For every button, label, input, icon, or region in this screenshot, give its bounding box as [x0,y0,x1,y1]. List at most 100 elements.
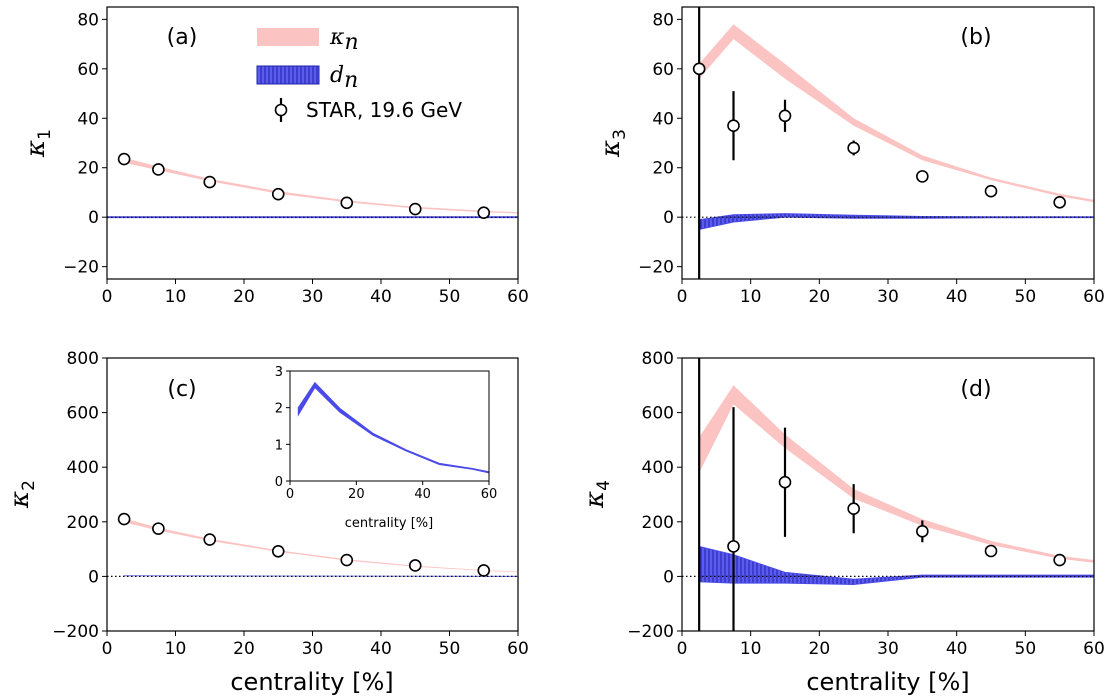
panel-c-xticks: 0 10 20 30 40 50 60 [102,631,529,659]
legend-kappa-swatch [257,28,319,46]
panel-c-star-point [408,559,422,572]
star-marker [477,564,491,577]
y-tick-label: −20 [63,258,99,278]
y-tick-label: 800 [642,349,674,369]
panel-b-d-band [698,213,1094,230]
x-tick-label: 60 [1083,639,1105,659]
x-tick-label: 30 [877,287,899,307]
x-tick-label: 20 [233,639,255,659]
inset-x-tick-label: 60 [481,487,498,502]
x-tick-label: 30 [302,287,324,307]
x-tick-label: 10 [740,287,762,307]
panel-d-star-point [847,484,860,534]
star-marker [271,187,285,201]
y-tick-label: −200 [52,622,99,642]
star-marker [1053,196,1066,209]
panel-c-label: (c) [167,377,196,402]
x-tick-label: 20 [809,287,831,307]
star-marker [117,152,131,166]
star-marker [152,163,165,176]
y-tick-label: 0 [663,567,674,587]
star-marker [847,502,860,515]
star-marker [203,533,217,546]
panel-c-star-point [203,533,217,546]
panel-b-star-point [778,99,792,132]
star-marker [408,202,422,216]
inset-background [290,371,489,481]
x-tick-label: 0 [102,287,113,307]
x-tick-label: 20 [809,639,831,659]
panel-d-star-point [984,544,998,558]
x-tick-label: 60 [507,287,529,307]
x-tick-label: 40 [946,287,968,307]
panel-a-yticks: −20 0 20 40 60 80 [63,10,107,278]
y-tick-label: 40 [652,109,674,129]
y-tick-label: −200 [627,622,674,642]
panel-c-xlabel: centrality [%] [230,668,393,696]
panel-a-star-point [477,206,491,220]
x-tick-label: 10 [165,639,187,659]
panel-d-ylabel: κ4 [580,480,614,509]
x-tick-label: 40 [946,639,968,659]
panel-c-ylabel: κ2 [5,480,39,509]
panel-a-kappa-band [124,157,518,214]
panel-b-star-point [984,184,998,198]
panel-a-plot-area [107,152,518,220]
panel-d-yticks: −200 0 200 400 600 800 [627,349,682,642]
panel-b-star-point [847,140,860,156]
x-tick-label: 60 [1083,287,1105,307]
star-marker [727,540,740,553]
panel-b-star-point [916,170,929,183]
y-tick-label: 60 [652,60,674,80]
panel-b-star-point [1053,196,1066,209]
x-tick-label: 0 [677,639,688,659]
legend: κn dn STAR, 19.6 GeV [256,25,462,122]
y-tick-label: 0 [88,567,99,587]
x-tick-label: 10 [740,639,762,659]
x-tick-label: 40 [370,639,392,659]
star-marker [117,512,131,526]
panel-d-plot-area [682,358,1094,631]
inset-xticks: 0 20 40 60 [286,481,497,502]
y-tick-label: 0 [88,208,99,228]
star-marker [778,475,792,489]
panel-a-ylabel: κ1 [21,129,55,158]
star-marker [692,62,706,76]
star-marker [152,522,165,535]
panel-d-xlabel: centrality [%] [806,668,969,696]
panel-c-kappa-band [124,518,518,573]
legend-star-marker [274,103,288,117]
y-tick-label: 20 [652,159,674,179]
panel-d-star-points [698,358,1066,631]
panel-c-plot-area [107,512,518,578]
panel-a-xticks: 0 10 20 30 40 50 60 [102,279,529,307]
panel-b-label: (b) [960,25,991,50]
panel-d-star-point [698,358,701,631]
y-tick-label: −20 [638,258,674,278]
star-marker [340,196,354,210]
inset-y-tick-label: 2 [275,402,283,417]
star-marker [778,109,792,123]
panel-b-star-point [727,91,740,161]
x-tick-label: 50 [1015,639,1037,659]
y-tick-label: 20 [77,159,99,179]
panel-d-star-point [1053,553,1066,567]
panel-a-star-point [203,175,217,189]
star-marker [408,559,422,572]
panel-b-ylabel: κ3 [596,129,630,158]
x-tick-label: 30 [877,639,899,659]
inset-x-tick-label: 20 [348,487,365,502]
panel-b-plot-area [682,7,1094,279]
y-tick-label: 80 [77,10,99,30]
y-tick-label: 200 [67,513,99,533]
x-tick-label: 40 [370,287,392,307]
y-tick-label: 200 [642,513,674,533]
panel-d-star-point [916,520,929,543]
star-marker [916,525,929,538]
inset-y-tick-label: 1 [275,438,283,453]
inset-y-tick-label: 3 [275,365,283,380]
x-tick-label: 50 [1015,287,1037,307]
y-tick-label: 800 [67,349,99,369]
